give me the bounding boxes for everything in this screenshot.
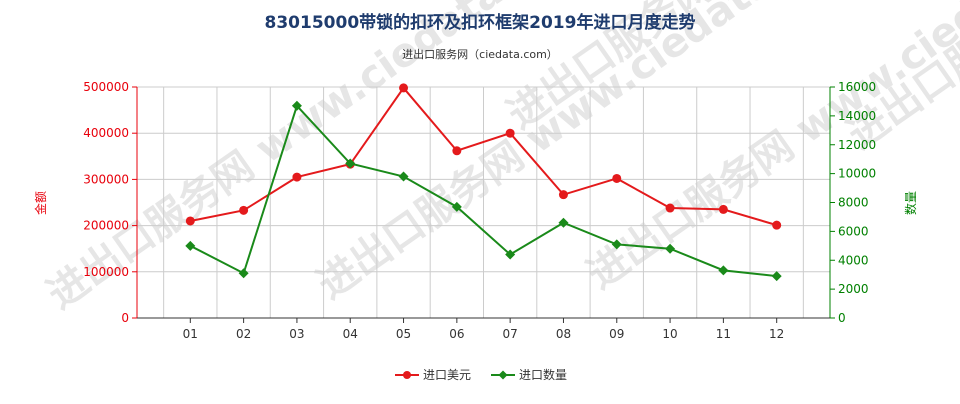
series-point-1: [505, 249, 516, 260]
series-point-0: [185, 216, 195, 226]
y-left-tick-label: 300000: [83, 172, 129, 186]
series-line-1: [189, 103, 777, 278]
series-line-0: [190, 86, 777, 227]
x-tick-label: 05: [396, 327, 411, 341]
legend-swatch-marker: [403, 371, 411, 379]
y-right-tick-label: 0: [838, 311, 846, 325]
y-right-tick-label: 4000: [838, 253, 869, 267]
x-tick-label: 06: [449, 327, 464, 341]
series-point-1: [238, 268, 249, 279]
series-point-0: [452, 146, 462, 156]
series-point-0: [718, 204, 728, 214]
series-point-1: [771, 271, 782, 282]
y-right-tick-label: 14000: [838, 109, 876, 123]
y-right-tick-label: 10000: [838, 167, 876, 181]
x-tick-label: 02: [236, 327, 251, 341]
y-left-tick-label: 400000: [83, 126, 129, 140]
legend[interactable]: 进口美元 进口数量: [395, 367, 567, 382]
series-point-1: [291, 100, 302, 111]
y-axis-right-title: 数量: [903, 191, 918, 215]
y-right-tick-label: 8000: [838, 196, 869, 210]
series-point-1: [451, 201, 462, 212]
chart-subtitle: 进出口服务网（ciedata.com）: [402, 47, 558, 61]
x-tick-label: 11: [716, 327, 731, 341]
series-point-0: [558, 190, 568, 200]
y-right-tick-label: 16000: [838, 80, 876, 94]
y-right-tick-label: 6000: [838, 224, 869, 238]
series-point-0: [612, 173, 622, 183]
series-point-0: [399, 83, 409, 93]
x-tick-label: 03: [289, 327, 304, 341]
x-tick-label: 01: [183, 327, 198, 341]
x-tick-label: 12: [769, 327, 784, 341]
chart-title: 83015000带锁的扣环及扣环框架2019年进口月度走势: [265, 12, 696, 33]
series-point-1: [611, 239, 622, 250]
series-point-1: [665, 243, 676, 254]
y-right-tick-label: 12000: [838, 138, 876, 152]
series-point-1: [185, 240, 196, 251]
y-left-tick-label: 200000: [83, 219, 129, 233]
series-point-0: [292, 172, 302, 182]
series-point-1: [718, 265, 729, 276]
tick-labels: 0 100000 200000 300000 400000 500000 0 2000 4000…: [83, 80, 876, 341]
series-point-0: [772, 220, 782, 230]
series-point-1: [558, 217, 569, 228]
x-tick-label: 08: [556, 327, 571, 341]
series-point-0: [239, 205, 249, 215]
x-tick-label: 04: [343, 327, 358, 341]
y-left-tick-label: 0: [121, 311, 129, 325]
y-left-tick-label: 500000: [83, 80, 129, 94]
legend-label: 进口美元: [423, 368, 471, 382]
legend-swatch-marker: [498, 370, 508, 380]
x-tick-label: 07: [503, 327, 518, 341]
x-tick-label: 10: [662, 327, 677, 341]
x-tick-label: 09: [609, 327, 624, 341]
series-point-0: [665, 203, 675, 213]
y-left-tick-label: 100000: [83, 265, 129, 279]
y-right-tick-label: 2000: [838, 282, 869, 296]
series-layer: [185, 83, 782, 282]
series-point-1: [345, 158, 356, 169]
series-point-1: [398, 171, 409, 182]
series-point-0: [505, 128, 515, 138]
legend-label: 进口数量: [519, 367, 567, 382]
y-axis-left-title: 金额: [33, 191, 48, 215]
